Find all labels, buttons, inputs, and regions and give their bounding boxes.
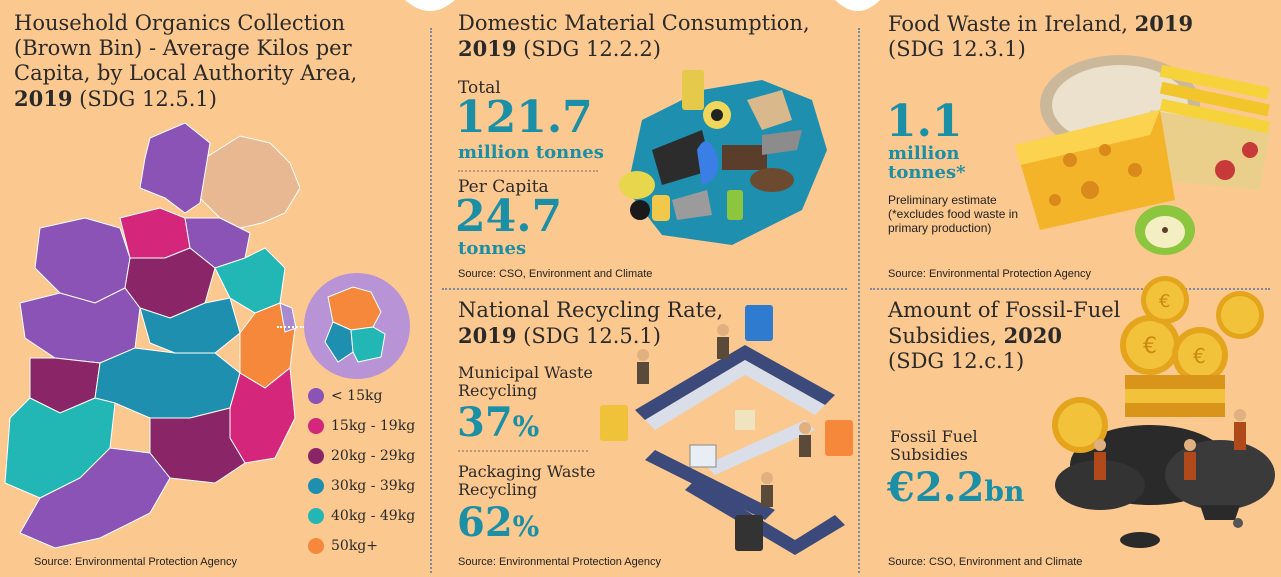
fossil-title-line2: Subsidies, bbox=[888, 324, 1004, 348]
food-note: Preliminary estimate (*excludes food was… bbox=[888, 193, 1018, 235]
organics-title: Household Organics Collection (Brown Bin… bbox=[14, 11, 414, 112]
dmc-per-capita-unit: tonnes bbox=[458, 238, 527, 259]
food-title-year: 2019 bbox=[1134, 11, 1194, 36]
svg-text:€: € bbox=[1159, 291, 1170, 312]
legend-label: 40kg - 49kg bbox=[331, 508, 416, 524]
fossil-label-line2: Subsidies bbox=[890, 445, 968, 464]
divider-middle-right bbox=[870, 288, 1270, 290]
food-unit-line1: million bbox=[888, 143, 960, 164]
packaging-value-percent: % bbox=[512, 510, 540, 543]
legend-item-30-39: 30kg - 39kg bbox=[308, 478, 415, 494]
packaging-value: 62% bbox=[457, 500, 539, 550]
dmc-per-capita-label: Per Capita bbox=[458, 177, 549, 197]
legend-item-lt15: < 15kg bbox=[308, 388, 382, 404]
coins-coal-illustration: € € € bbox=[1052, 276, 1275, 548]
food-source: Source: Environmental Protection Agency bbox=[888, 268, 1092, 280]
food-note-line2: (*excludes food waste in bbox=[888, 207, 1019, 221]
dmc-total-value: 121.7 bbox=[455, 92, 593, 143]
legend-swatch bbox=[308, 508, 324, 524]
fossil-title-year: 2020 bbox=[1003, 323, 1063, 348]
fossil-label: Fossil Fuel Subsidies bbox=[890, 428, 978, 464]
packaging-label: Packaging Waste Recycling bbox=[458, 463, 595, 499]
legend-label: 30kg - 39kg bbox=[331, 478, 416, 494]
svg-text:€: € bbox=[1193, 344, 1206, 368]
organics-title-year: 2019 bbox=[14, 86, 73, 111]
svg-text:€: € bbox=[1143, 334, 1157, 359]
dmc-title: Domestic Material Consumption, 2019 (SDG… bbox=[458, 11, 848, 62]
ireland-map bbox=[4, 122, 300, 549]
municipal-value: 37% bbox=[457, 400, 539, 450]
legend-swatch bbox=[308, 418, 324, 434]
recycling-title-year: 2019 bbox=[458, 323, 517, 348]
legend-item-20-29: 20kg - 29kg bbox=[308, 448, 415, 464]
recycling-conveyor-illustration bbox=[600, 305, 853, 555]
top-notches bbox=[405, 0, 880, 11]
dmc-total-label: Total bbox=[458, 78, 501, 98]
fossil-title-line1: Amount of Fossil-Fuel bbox=[888, 298, 1121, 322]
recycling-title: National Recycling Rate, 2019 (SDG 12.5.… bbox=[458, 298, 848, 349]
food-title-line1: Food Waste in Ireland, bbox=[888, 12, 1128, 36]
recycling-title-line1: National Recycling Rate, bbox=[458, 298, 724, 322]
organics-title-sdg: (SDG 12.5.1) bbox=[72, 87, 217, 111]
recycling-separator bbox=[458, 450, 588, 452]
fossil-label-line1: Fossil Fuel bbox=[890, 427, 978, 446]
legend-swatch bbox=[308, 448, 324, 464]
municipal-value-number: 37 bbox=[457, 399, 513, 446]
dmc-per-capita-value: 24.7 bbox=[455, 191, 563, 242]
food-note-line1: Preliminary estimate bbox=[888, 193, 997, 207]
fossil-value-unit: bn bbox=[984, 475, 1025, 508]
fossil-value-number: €2.2 bbox=[887, 464, 985, 511]
food-illustration bbox=[1015, 55, 1270, 255]
food-title-sdg: (SDG 12.3.1) bbox=[888, 37, 1026, 61]
fossil-title-sdg: (SDG 12.c.1) bbox=[888, 349, 1025, 373]
food-unit-line2: tonnes* bbox=[888, 162, 966, 183]
legend-label: 50kg+ bbox=[331, 538, 378, 554]
organics-title-line2: (Brown Bin) - Average Kilos per bbox=[14, 36, 352, 60]
fossil-source: Source: CSO, Environment and Climate bbox=[888, 556, 1083, 568]
dmc-total-unit: million tonnes bbox=[458, 142, 604, 163]
municipal-label-line1: Municipal Waste bbox=[458, 363, 593, 382]
legend-swatch bbox=[308, 538, 324, 554]
food-note-line3: primary production) bbox=[888, 221, 992, 235]
food-title: Food Waste in Ireland, 2019 (SDG 12.3.1) bbox=[888, 11, 1268, 62]
dmc-title-sdg: (SDG 12.2.2) bbox=[516, 37, 661, 61]
legend-item-40-49: 40kg - 49kg bbox=[308, 508, 415, 524]
legend-label: < 15kg bbox=[331, 388, 383, 404]
recycling-title-sdg: (SDG 12.5.1) bbox=[516, 324, 661, 348]
legend-item-50plus: 50kg+ bbox=[308, 538, 378, 554]
dublin-inset bbox=[304, 273, 410, 379]
legend-swatch bbox=[308, 388, 324, 404]
dmc-separator bbox=[458, 170, 598, 172]
recycling-source: Source: Environmental Protection Agency bbox=[458, 556, 662, 568]
legend-label: 20kg - 29kg bbox=[331, 448, 416, 464]
dmc-source: Source: CSO, Environment and Climate bbox=[458, 268, 653, 280]
municipal-label: Municipal Waste Recycling bbox=[458, 364, 593, 400]
legend-label: 15kg - 19kg bbox=[331, 418, 416, 434]
municipal-label-line2: Recycling bbox=[458, 381, 538, 400]
packaging-value-number: 62 bbox=[457, 499, 513, 546]
fossil-value: €2.2bn bbox=[887, 465, 1024, 515]
organics-title-line3: Capita, by Local Authority Area, bbox=[14, 61, 358, 85]
divider-left bbox=[430, 28, 432, 573]
dmc-title-year: 2019 bbox=[458, 36, 517, 61]
legend-item-15-19: 15kg - 19kg bbox=[308, 418, 415, 434]
dublin-connector bbox=[277, 326, 305, 328]
organics-title-line1: Household Organics Collection bbox=[14, 11, 346, 35]
divider-middle-left bbox=[442, 288, 847, 290]
legend-swatch bbox=[308, 478, 324, 494]
organics-source: Source: Environmental Protection Agency bbox=[34, 556, 238, 568]
packaging-label-line2: Recycling bbox=[458, 480, 538, 499]
packaging-label-line1: Packaging Waste bbox=[458, 462, 596, 481]
municipal-value-percent: % bbox=[512, 410, 540, 443]
raw-materials-illustration bbox=[619, 70, 827, 245]
food-value: 1.1 bbox=[886, 96, 963, 147]
divider-right bbox=[858, 28, 860, 573]
dmc-title-line1: Domestic Material Consumption, bbox=[458, 11, 810, 35]
fossil-title: Amount of Fossil-Fuel Subsidies, 2020 (S… bbox=[888, 298, 1148, 374]
